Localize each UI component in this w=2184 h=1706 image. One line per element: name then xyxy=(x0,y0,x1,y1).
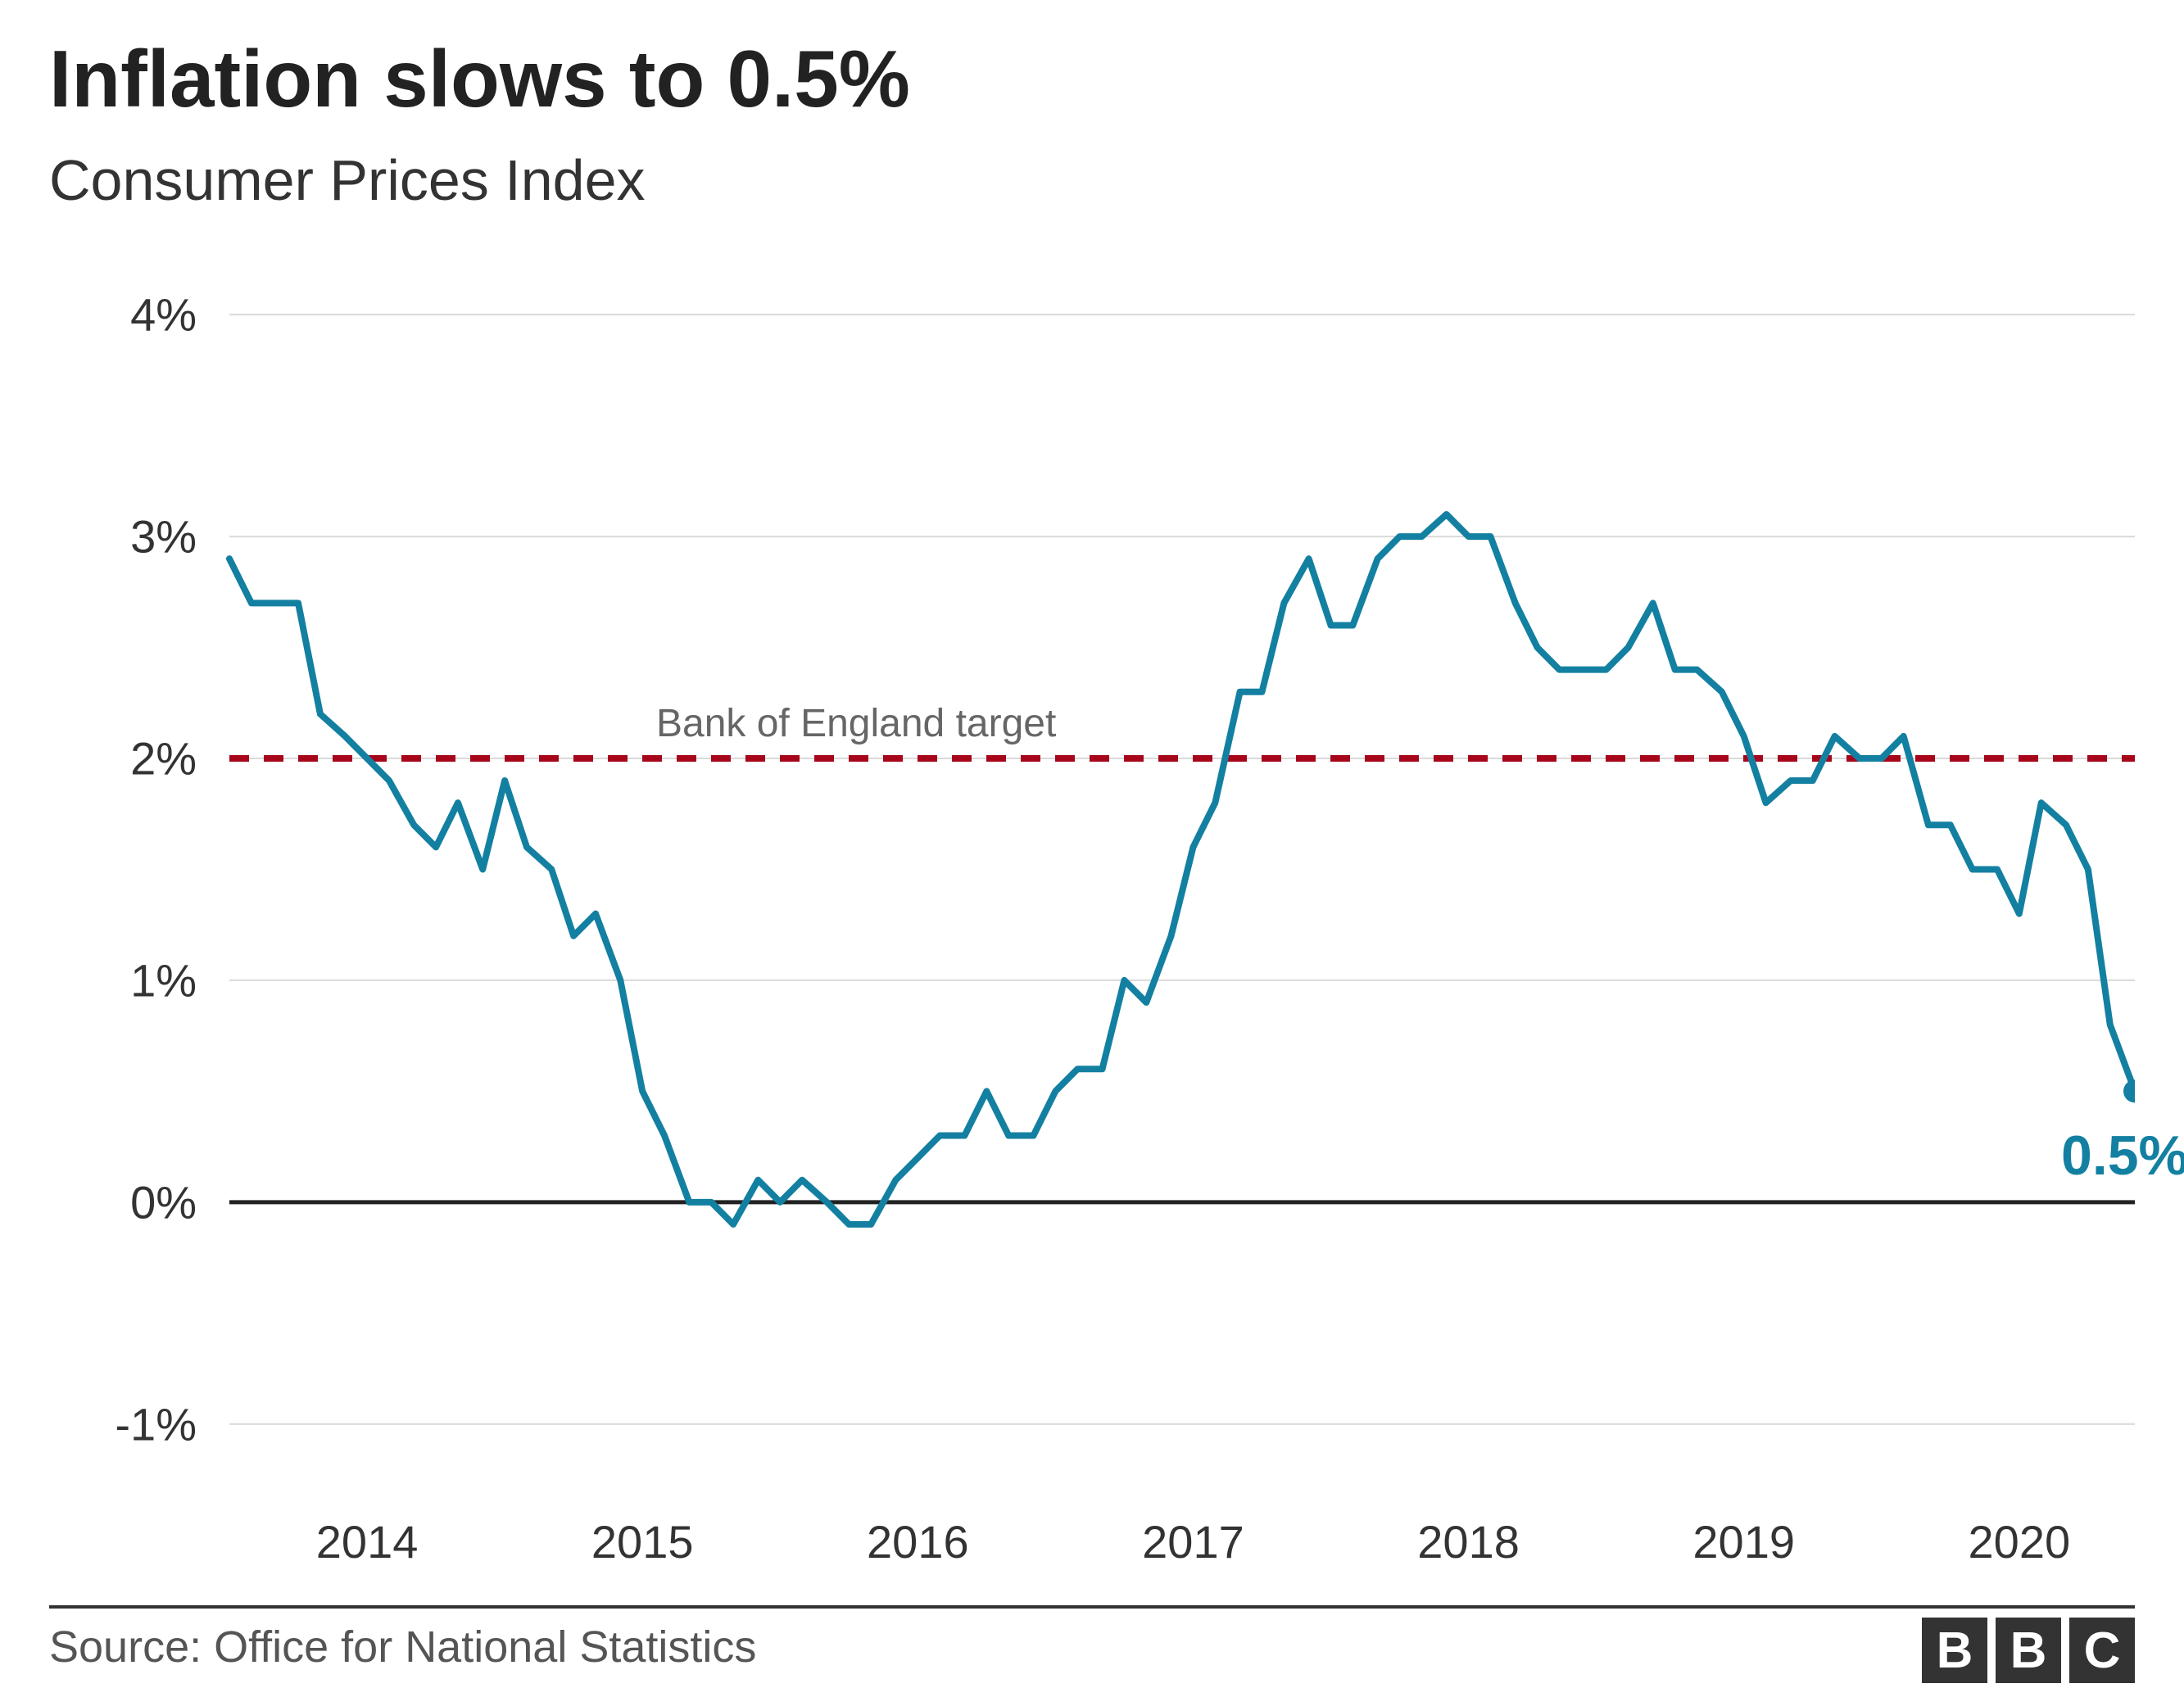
x-axis-tick-label: 2020 xyxy=(1969,1515,2071,1568)
end-point-label: 0.5% xyxy=(2061,1124,2184,1188)
reference-line-label: Bank of England target xyxy=(656,701,1056,746)
source-text: Source: Office for National Statistics xyxy=(49,1622,756,1672)
bbc-logo: BBC xyxy=(1922,1618,2135,1683)
x-axis-tick-label: 2016 xyxy=(867,1515,969,1568)
x-axis-tick-label: 2017 xyxy=(1142,1515,1244,1568)
bbc-logo-block: C xyxy=(2069,1618,2135,1683)
y-axis-tick-label: 0% xyxy=(49,1175,197,1229)
line-chart-svg xyxy=(49,246,2135,1556)
y-axis-tick-label: -1% xyxy=(49,1397,197,1450)
chart-title: Inflation slows to 0.5% xyxy=(49,33,910,125)
x-axis-tick-label: 2015 xyxy=(591,1515,694,1568)
y-axis-tick-label: 3% xyxy=(49,510,197,563)
y-axis-tick-label: 1% xyxy=(49,953,197,1007)
y-axis-tick-label: 2% xyxy=(49,732,197,785)
chart-card: Inflation slows to 0.5% Consumer Prices … xyxy=(0,0,2184,1706)
chart-subtitle: Consumer Prices Index xyxy=(49,147,646,213)
x-axis-tick-label: 2018 xyxy=(1417,1515,1520,1568)
y-axis-tick-label: 4% xyxy=(49,288,197,342)
x-axis-tick-label: 2019 xyxy=(1692,1515,1795,1568)
footer-rule xyxy=(49,1605,2135,1609)
bbc-logo-block: B xyxy=(1996,1618,2061,1683)
x-axis-tick-label: 2014 xyxy=(316,1515,419,1568)
bbc-logo-block: B xyxy=(1922,1618,1987,1683)
chart-plot-area: 4%3%2%1%0%-1%201420152016201720182019202… xyxy=(49,246,2135,1556)
